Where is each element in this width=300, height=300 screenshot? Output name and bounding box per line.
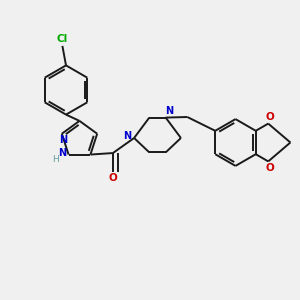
Text: O: O bbox=[265, 163, 274, 173]
Text: O: O bbox=[109, 173, 117, 183]
Text: O: O bbox=[265, 112, 274, 122]
Text: N: N bbox=[58, 148, 66, 158]
Text: Cl: Cl bbox=[57, 34, 68, 44]
Text: N: N bbox=[165, 106, 173, 116]
Text: H: H bbox=[52, 155, 59, 164]
Text: N: N bbox=[123, 130, 132, 141]
Text: N: N bbox=[59, 135, 68, 145]
